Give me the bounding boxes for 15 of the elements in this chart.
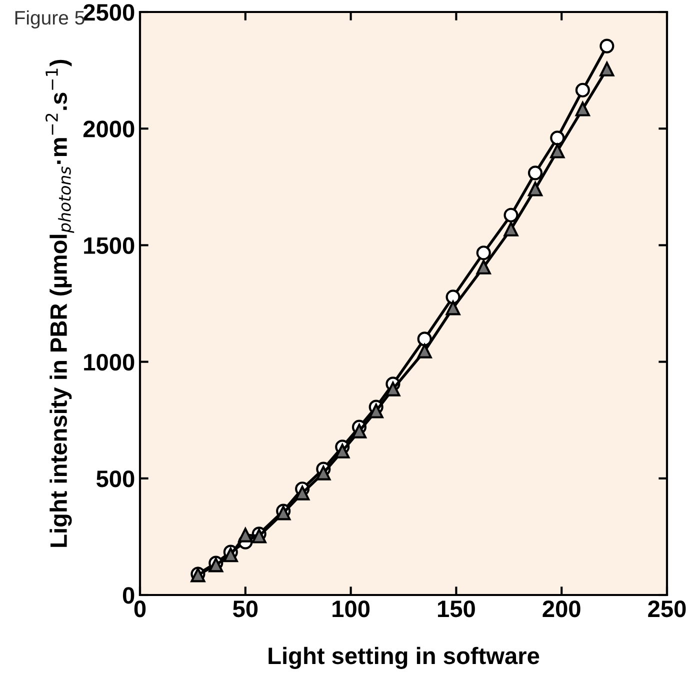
y-tick-label: 500 (96, 470, 134, 488)
y-tick-label: 2000 (83, 120, 134, 138)
x-axis-title: Light setting in software (268, 646, 540, 669)
y-tick-label: 1500 (84, 237, 134, 254)
x-tick-label: 250 (648, 600, 686, 618)
x-tick-label: 150 (438, 600, 475, 618)
y-axis-title: Light intensity in PBR (µmol$_{photons}$·m$^{−2}$.s$^{−1}$) (45, 60, 74, 547)
y-tick-label: 1000 (84, 354, 134, 371)
x-tick-label: 200 (542, 600, 580, 618)
x-tick-label: 0 (134, 600, 146, 618)
y-tick-label: 2500 (83, 4, 134, 21)
y-tick-label: 0 (122, 587, 134, 604)
x-tick-label: 50 (232, 600, 258, 618)
x-tick-label: 100 (332, 600, 370, 618)
caption: Figure 5 (15, 10, 84, 28)
